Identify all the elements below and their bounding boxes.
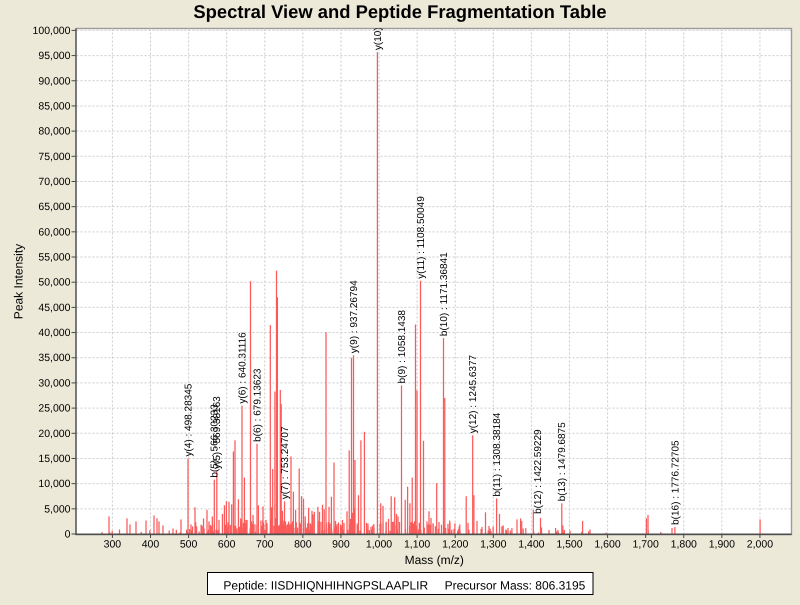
svg-text:900: 900	[332, 538, 350, 550]
svg-text:y(12) : 1245.6377: y(12) : 1245.6377	[468, 354, 479, 433]
svg-text:1,000: 1,000	[366, 538, 392, 550]
svg-text:50,000: 50,000	[38, 277, 70, 289]
svg-text:y(5) : 569.38163: y(5) : 569.38163	[212, 396, 223, 469]
svg-text:y(11) : 1108.50049: y(11) : 1108.50049	[416, 196, 427, 279]
svg-text:0: 0	[65, 529, 71, 541]
svg-text:25,000: 25,000	[38, 403, 70, 415]
svg-text:b(11) : 1308.38184: b(11) : 1308.38184	[492, 412, 503, 496]
svg-text:b(16) : 1776.72705: b(16) : 1776.72705	[670, 440, 681, 525]
svg-text:85,000: 85,000	[38, 100, 70, 112]
svg-text:b(13) : 1479.6875: b(13) : 1479.6875	[557, 422, 568, 501]
svg-text:5,000: 5,000	[44, 503, 70, 515]
svg-text:Peak Intensity: Peak Intensity	[12, 244, 26, 319]
svg-text:2,000: 2,000	[747, 538, 773, 550]
svg-text:10,000: 10,000	[38, 478, 70, 490]
svg-text:45,000: 45,000	[38, 302, 70, 314]
svg-text:b(5) : 566.30233: b(5) : 566.30233	[210, 404, 221, 478]
svg-text:80,000: 80,000	[38, 126, 70, 138]
svg-text:b(10) : 1171.36841: b(10) : 1171.36841	[439, 252, 450, 336]
svg-text:40,000: 40,000	[38, 327, 70, 339]
svg-text:400: 400	[142, 538, 160, 550]
svg-text:100,000: 100,000	[33, 25, 71, 37]
svg-text:500: 500	[180, 538, 198, 550]
svg-text:800: 800	[294, 538, 312, 550]
svg-text:y(4) : 498.28345: y(4) : 498.28345	[183, 383, 194, 456]
svg-text:70,000: 70,000	[38, 176, 70, 188]
svg-text:15,000: 15,000	[38, 453, 70, 465]
svg-text:1,500: 1,500	[556, 538, 582, 550]
svg-text:1,200: 1,200	[442, 538, 468, 550]
svg-text:1,700: 1,700	[633, 538, 659, 550]
svg-text:y(6) : 640.31116: y(6) : 640.31116	[237, 332, 248, 404]
svg-text:b(6) : 679.13623: b(6) : 679.13623	[252, 368, 263, 442]
svg-text:20,000: 20,000	[38, 428, 70, 440]
svg-text:95,000: 95,000	[38, 50, 70, 62]
svg-text:600: 600	[218, 538, 236, 550]
svg-text:b(12) : 1422.59229: b(12) : 1422.59229	[533, 429, 544, 514]
svg-text:y(7) : 753.24707: y(7) : 753.24707	[280, 426, 291, 499]
svg-text:75,000: 75,000	[38, 151, 70, 163]
svg-text:Precursor Mass: 806.3195: Precursor Mass: 806.3195	[445, 578, 586, 592]
svg-text:300: 300	[104, 538, 122, 550]
svg-text:700: 700	[256, 538, 274, 550]
svg-text:1,400: 1,400	[518, 538, 544, 550]
svg-text:60,000: 60,000	[38, 226, 70, 238]
svg-text:1,100: 1,100	[404, 538, 430, 550]
svg-text:Spectral View and Peptide Frag: Spectral View and Peptide Fragmentation …	[193, 1, 606, 22]
svg-text:1,300: 1,300	[480, 538, 506, 550]
svg-text:y(9) : 937.26794: y(9) : 937.26794	[349, 280, 360, 353]
svg-text:Mass (m/z): Mass (m/z)	[405, 553, 464, 567]
svg-text:y(10) : 1001.5836: y(10) : 1001.5836	[373, 0, 384, 50]
svg-text:1,900: 1,900	[709, 538, 735, 550]
svg-text:65,000: 65,000	[38, 201, 70, 213]
svg-text:1,800: 1,800	[671, 538, 697, 550]
svg-text:55,000: 55,000	[38, 252, 70, 264]
svg-text:90,000: 90,000	[38, 75, 70, 87]
svg-text:30,000: 30,000	[38, 377, 70, 389]
svg-text:b(9) : 1058.1438: b(9) : 1058.1438	[397, 310, 408, 384]
svg-text:Peptide: IISDHIQNHIHNGPSLAAPLI: Peptide: IISDHIQNHIHNGPSLAAPLIR	[223, 578, 428, 592]
svg-text:1,600: 1,600	[594, 538, 620, 550]
svg-text:35,000: 35,000	[38, 352, 70, 364]
